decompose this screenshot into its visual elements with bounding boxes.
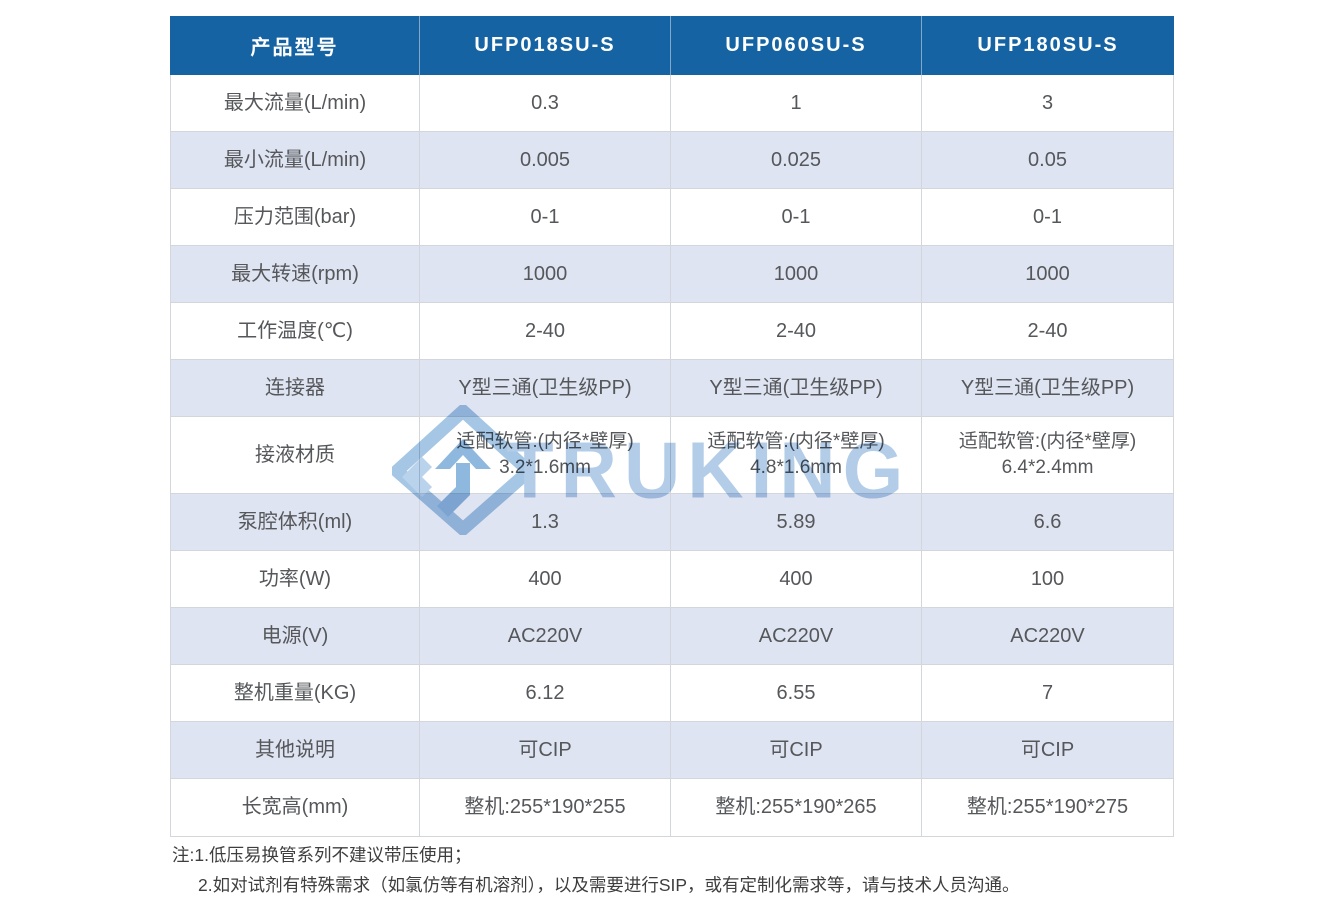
- row-label: 最大转速(rpm): [171, 246, 420, 302]
- table-row-max-flow: 最大流量(L/min) 0.3 1 3: [171, 75, 1173, 132]
- row-label: 电源(V): [171, 608, 420, 664]
- table-header-row: 产品型号 UFP018SU-S UFP060SU-S UFP180SU-S: [170, 16, 1174, 75]
- table-row-dimensions: 长宽高(mm) 整机:255*190*255 整机:255*190*265 整机…: [171, 779, 1173, 836]
- row-label: 最小流量(L/min): [171, 132, 420, 188]
- spec-cell: 整机:255*190*255: [420, 779, 671, 836]
- spec-cell: AC220V: [1010, 624, 1085, 647]
- spec-cell: 6.6: [1033, 510, 1062, 533]
- header-cell-ufp018: UFP018SU-S: [420, 16, 671, 75]
- spec-cell: 可CIP: [420, 722, 671, 778]
- table-row-chamber-volume: 泵腔体积(ml) 1.3 5.89 6.6: [171, 494, 1173, 551]
- spec-cell: 可CIP: [671, 722, 922, 778]
- spec-cell: AC220V: [420, 608, 671, 664]
- row-label: 压力范围(bar): [171, 189, 420, 245]
- spec-cell: 1.3: [420, 494, 671, 550]
- spec-cell: 3: [1041, 91, 1054, 114]
- hose-spec-line2: 6.4*2.4mm: [1001, 457, 1094, 478]
- spec-cell: Y型三通(卫生级PP): [960, 376, 1135, 399]
- table-row-power: 功率(W) 400 400 100: [171, 551, 1173, 608]
- spec-cell: 适配软管:(内径*壁厚) 4.8*1.6mm: [671, 417, 922, 493]
- table-row-min-flow: 最小流量(L/min) 0.005 0.025 0.05: [171, 132, 1173, 189]
- row-label: 其他说明: [171, 722, 420, 778]
- spec-cell: 整机:255*190*265: [671, 779, 922, 836]
- hose-spec-line1: 适配软管:(内径*壁厚): [958, 431, 1137, 452]
- table-row-working-temp: 工作温度(℃) 2-40 2-40 2-40: [171, 303, 1173, 360]
- spec-cell: 整机:255*190*275: [966, 796, 1129, 818]
- row-label: 泵腔体积(ml): [171, 494, 420, 550]
- spec-cell: 400: [420, 551, 671, 607]
- table-row-power-supply: 电源(V) AC220V AC220V AC220V: [171, 608, 1173, 665]
- row-label: 接液材质: [171, 417, 420, 493]
- header-cell-ufp060: UFP060SU-S: [671, 16, 922, 75]
- spec-cell: 2-40: [671, 303, 922, 359]
- hose-spec-line2: 4.8*1.6mm: [750, 457, 842, 478]
- spec-cell: 0.025: [671, 132, 922, 188]
- row-label: 最大流量(L/min): [171, 75, 420, 131]
- spec-cell: 1: [671, 75, 922, 131]
- hose-spec-line1: 适配软管:(内径*壁厚): [707, 431, 885, 452]
- spec-cell: Y型三通(卫生级PP): [671, 360, 922, 416]
- spec-cell: 0.3: [420, 75, 671, 131]
- footnote-line-2: 2.如对试剂有特殊需求（如氯仿等有机溶剂），以及需要进行SIP，或有定制化需求等…: [198, 875, 1020, 895]
- product-spec-table: 产品型号 UFP018SU-S UFP060SU-S UFP180SU-S 最大…: [170, 16, 1174, 837]
- hose-spec-line1: 适配软管:(内径*壁厚): [456, 431, 634, 452]
- spec-cell: AC220V: [671, 608, 922, 664]
- spec-cell: 0-1: [1033, 205, 1062, 228]
- table-row-connector: 连接器 Y型三通(卫生级PP) Y型三通(卫生级PP) Y型三通(卫生级PP): [171, 360, 1173, 417]
- row-label: 长宽高(mm): [171, 779, 420, 836]
- spec-cell: 可CIP: [1020, 738, 1075, 761]
- spec-cell: 5.89: [671, 494, 922, 550]
- spec-cell: 7: [1041, 681, 1054, 704]
- table-row-other-notes: 其他说明 可CIP 可CIP 可CIP: [171, 722, 1173, 779]
- spec-cell: Y型三通(卫生级PP): [420, 360, 671, 416]
- table-row-wetted-material: 接液材质 适配软管:(内径*壁厚) 3.2*1.6mm 适配软管:(内径*壁厚)…: [171, 417, 1173, 494]
- table-body: 最大流量(L/min) 0.3 1 3 最小流量(L/min) 0.005 0.…: [170, 75, 1174, 837]
- header-cell-ufp180: UFP180SU-S: [977, 34, 1119, 56]
- spec-cell: 400: [671, 551, 922, 607]
- spec-cell: 1000: [420, 246, 671, 302]
- row-label: 整机重量(KG): [171, 665, 420, 721]
- row-label: 功率(W): [171, 551, 420, 607]
- spec-cell: 2-40: [420, 303, 671, 359]
- spec-cell: 1000: [671, 246, 922, 302]
- spec-cell: 适配软管:(内径*壁厚) 3.2*1.6mm: [420, 417, 671, 493]
- spec-cell: 6.55: [671, 665, 922, 721]
- spec-cell: 0-1: [671, 189, 922, 245]
- table-row-max-speed: 最大转速(rpm) 1000 1000 1000: [171, 246, 1173, 303]
- header-cell-model: 产品型号: [170, 16, 420, 75]
- footnote-line-1: 注:1.低压易换管系列不建议带压使用；: [172, 845, 472, 865]
- row-label: 工作温度(℃): [171, 303, 420, 359]
- spec-cell: 100: [1030, 567, 1065, 590]
- hose-spec-line2: 3.2*1.6mm: [499, 457, 591, 478]
- footnotes: 注:1.低压易换管系列不建议带压使用； 2.如对试剂有特殊需求（如氯仿等有机溶剂…: [172, 840, 1020, 900]
- spec-cell: 0-1: [420, 189, 671, 245]
- spec-cell: 1000: [1025, 262, 1070, 285]
- spec-cell: 适配软管:(内径*壁厚) 6.4*2.4mm: [922, 417, 1173, 493]
- spec-cell: 0.05: [1028, 148, 1067, 171]
- table-row-weight: 整机重量(KG) 6.12 6.55 7: [171, 665, 1173, 722]
- spec-cell: 6.12: [420, 665, 671, 721]
- spec-cell: 2-40: [1027, 319, 1068, 342]
- spec-cell: 0.005: [420, 132, 671, 188]
- table-row-pressure-range: 压力范围(bar) 0-1 0-1 0-1: [171, 189, 1173, 246]
- row-label: 连接器: [171, 360, 420, 416]
